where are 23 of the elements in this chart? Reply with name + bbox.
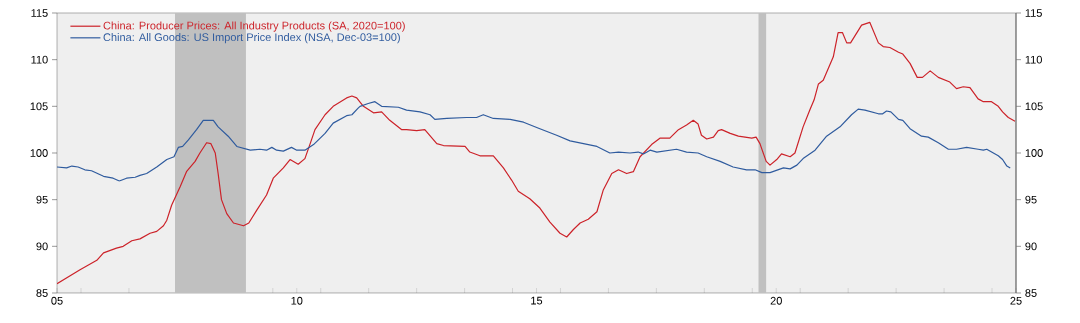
x-tick-label: 15 xyxy=(531,296,543,305)
y2-tick-label: 110 xyxy=(1025,55,1042,64)
y-tick-label: 115 xyxy=(31,9,48,17)
x-tick-label: 25 xyxy=(1010,296,1022,305)
line-series xyxy=(57,21,1016,285)
line-series xyxy=(57,101,1011,182)
y2-tick-label: 105 xyxy=(1025,102,1043,111)
y2-tick-label: 90 xyxy=(1025,242,1037,251)
y2-tick-label: 95 xyxy=(1025,195,1037,204)
legend-label: China: Producer Prices: All Industry Products (SA, 2020=100) xyxy=(103,21,405,32)
x-tick-label: 20 xyxy=(770,296,782,305)
y-tick-label: 90 xyxy=(36,242,48,251)
y2-tick-label: 100 xyxy=(1025,149,1043,157)
y2-tick-label: 85 xyxy=(1025,289,1037,297)
y-tick-label: 85 xyxy=(36,289,48,297)
x-tick-label: 05 xyxy=(51,296,63,305)
x-tick-label: 10 xyxy=(291,296,303,305)
y-tick-label: 105 xyxy=(30,102,48,111)
y-tick-label: 95 xyxy=(36,195,48,204)
y-tick-label: 110 xyxy=(31,55,48,64)
y2-tick-label: 115 xyxy=(1025,9,1042,17)
legend-label: China: All Goods: US Import Price Index (NSA, Dec-03=100) xyxy=(103,33,400,44)
y-tick-label: 100 xyxy=(30,149,48,157)
